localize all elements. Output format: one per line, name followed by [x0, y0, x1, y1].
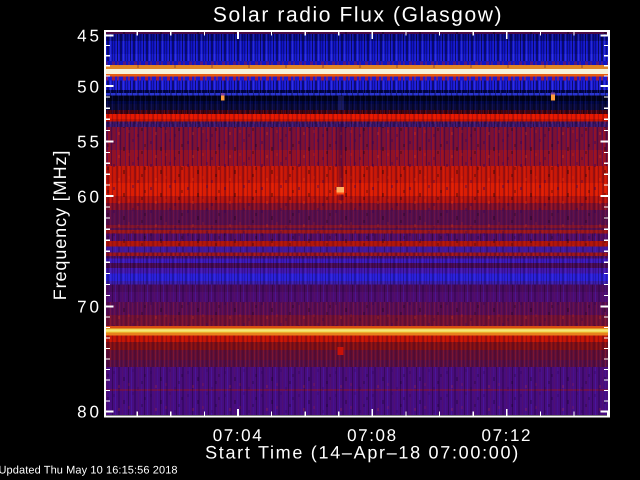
svg-text:Start Time (14–Apr–18 07:00:00: Start Time (14–Apr–18 07:00:00) — [205, 443, 520, 463]
svg-text:60: 60 — [77, 188, 102, 207]
svg-text:07:08: 07:08 — [347, 426, 398, 445]
svg-text:Solar radio Flux (Glasgow): Solar radio Flux (Glasgow) — [213, 3, 503, 26]
svg-text:07:12: 07:12 — [482, 426, 533, 445]
svg-text:70: 70 — [77, 298, 102, 317]
svg-text:45: 45 — [77, 27, 102, 46]
svg-text:07:04: 07:04 — [213, 426, 264, 445]
svg-text:55: 55 — [77, 132, 102, 151]
svg-text:50: 50 — [77, 77, 102, 96]
svg-text:Updated Thu May 10 16:15:56 20: Updated Thu May 10 16:15:56 2018 — [0, 464, 178, 476]
svg-text:80: 80 — [77, 403, 102, 422]
svg-text:Frequency [MHz]: Frequency [MHz] — [50, 150, 70, 301]
